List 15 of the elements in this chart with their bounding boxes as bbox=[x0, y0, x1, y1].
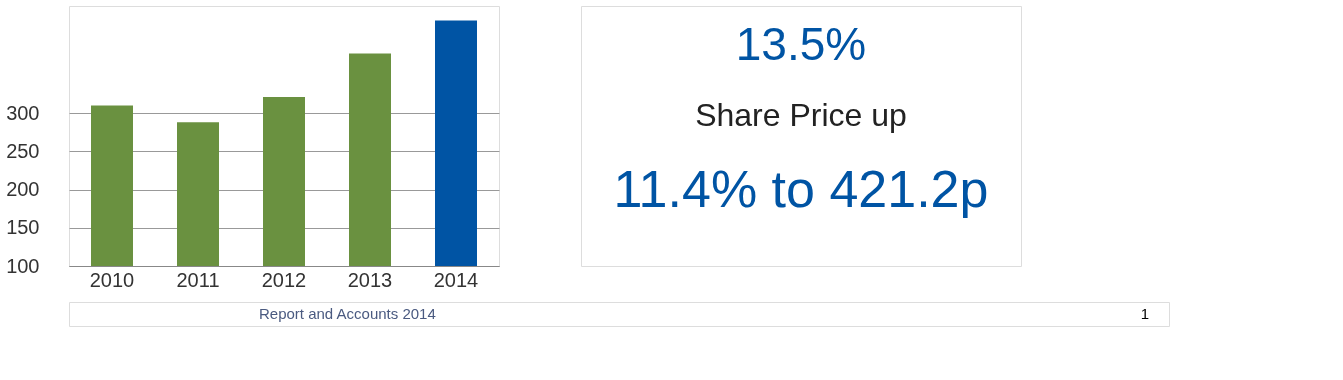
y-tick-label: 100 bbox=[6, 254, 40, 277]
x-tick-label: 2012 bbox=[261, 268, 307, 291]
x-tick-label: 2011 bbox=[176, 268, 220, 291]
text: Share Price up bbox=[695, 97, 907, 133]
text: Report and Accounts 2014 bbox=[259, 305, 436, 322]
text: 11.4% to 421.2p bbox=[613, 160, 989, 218]
x-tick-label: 2014 bbox=[433, 268, 479, 291]
y-tick-label: 250 bbox=[6, 139, 40, 162]
x-tick-label: 2010 bbox=[89, 268, 135, 291]
y-tick-label: 150 bbox=[6, 216, 40, 239]
x-tick-label: 2013 bbox=[347, 268, 393, 291]
text: 1 bbox=[1140, 305, 1149, 322]
y-tick-label: 300 bbox=[6, 101, 40, 124]
text: 13.5% bbox=[735, 18, 867, 70]
y-tick-label: 200 bbox=[6, 178, 40, 201]
